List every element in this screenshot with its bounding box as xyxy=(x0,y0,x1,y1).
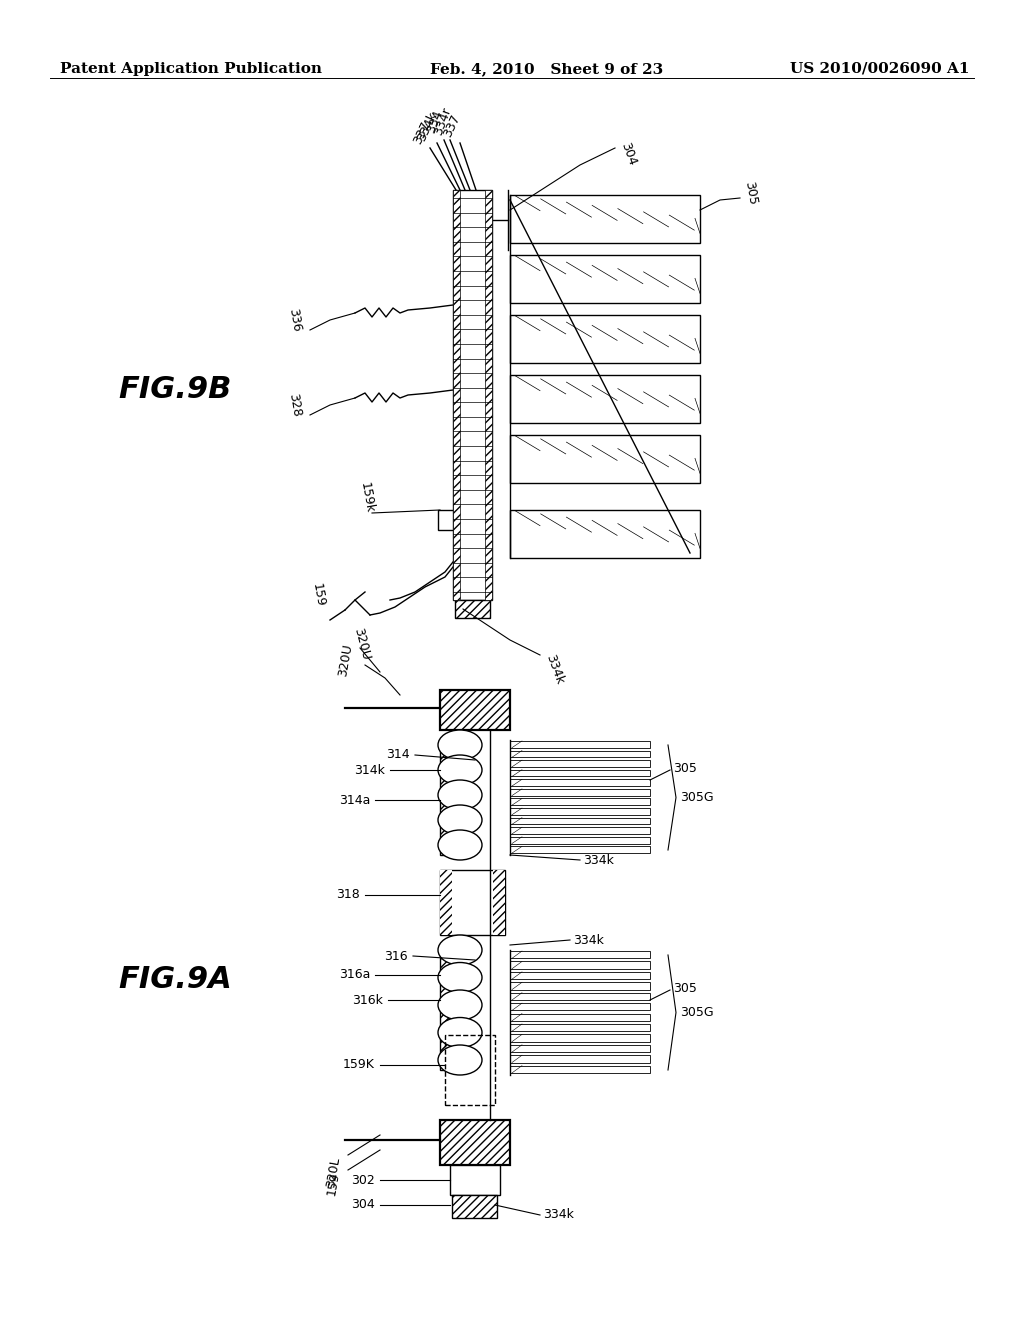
Text: 334k: 334k xyxy=(543,652,566,686)
Text: 314k: 314k xyxy=(354,763,385,776)
Bar xyxy=(438,510,453,531)
Bar xyxy=(510,510,700,558)
Text: 316a: 316a xyxy=(339,969,370,982)
Bar xyxy=(510,950,650,958)
Text: 336: 336 xyxy=(286,308,303,333)
Ellipse shape xyxy=(438,730,482,760)
Text: 305: 305 xyxy=(673,762,697,775)
Text: FIG.9B: FIG.9B xyxy=(119,375,231,404)
Text: 334k: 334k xyxy=(573,933,604,946)
Ellipse shape xyxy=(438,780,482,810)
Bar xyxy=(510,741,650,747)
Bar xyxy=(510,1035,650,1041)
Text: 334k: 334k xyxy=(583,854,613,866)
Bar xyxy=(440,950,458,1071)
Text: 305: 305 xyxy=(673,982,697,994)
Bar xyxy=(510,375,700,422)
Ellipse shape xyxy=(438,962,482,993)
Text: 334k: 334k xyxy=(543,1209,573,1221)
Bar xyxy=(510,982,650,990)
Text: 320U: 320U xyxy=(337,643,355,677)
Bar xyxy=(510,1024,650,1031)
Bar xyxy=(510,1014,650,1020)
Bar xyxy=(440,741,458,855)
Text: Feb. 4, 2010   Sheet 9 of 23: Feb. 4, 2010 Sheet 9 of 23 xyxy=(430,62,664,77)
Text: US 2010/0026090 A1: US 2010/0026090 A1 xyxy=(791,62,970,77)
Text: 316k: 316k xyxy=(352,994,383,1006)
Bar xyxy=(510,789,650,796)
Text: 302: 302 xyxy=(351,1173,375,1187)
Bar xyxy=(510,195,700,243)
Bar xyxy=(510,1045,650,1052)
Text: 316: 316 xyxy=(384,949,408,962)
Bar xyxy=(493,870,505,935)
Text: 314a: 314a xyxy=(339,793,370,807)
Bar xyxy=(510,436,700,483)
Text: 305G: 305G xyxy=(680,791,714,804)
Bar xyxy=(510,972,650,979)
Bar xyxy=(445,1035,495,1105)
Bar xyxy=(440,870,452,935)
Ellipse shape xyxy=(438,805,482,836)
Text: 318: 318 xyxy=(336,888,360,902)
Text: 337: 337 xyxy=(412,120,433,147)
Bar xyxy=(453,190,460,601)
Bar xyxy=(510,828,650,834)
Bar xyxy=(440,690,510,730)
Bar xyxy=(510,961,650,969)
Text: 305: 305 xyxy=(742,181,759,206)
Bar xyxy=(510,1055,650,1063)
Text: 159: 159 xyxy=(309,582,327,609)
Bar xyxy=(510,315,700,363)
Bar xyxy=(510,1065,650,1073)
Text: Patent Application Publication: Patent Application Publication xyxy=(60,62,322,77)
Text: 159: 159 xyxy=(325,1171,342,1196)
Text: 304: 304 xyxy=(618,140,638,168)
Text: 314: 314 xyxy=(386,748,410,762)
Bar xyxy=(455,601,490,618)
Text: 305G: 305G xyxy=(680,1006,714,1019)
Bar xyxy=(450,1166,500,1195)
Ellipse shape xyxy=(438,830,482,861)
Ellipse shape xyxy=(438,1018,482,1048)
Ellipse shape xyxy=(438,1045,482,1074)
Bar xyxy=(440,870,505,935)
Text: 334r: 334r xyxy=(432,106,454,137)
Bar xyxy=(510,808,650,814)
Text: 320L: 320L xyxy=(324,1156,342,1188)
Ellipse shape xyxy=(438,990,482,1020)
Text: 320U: 320U xyxy=(351,627,373,663)
Bar xyxy=(485,190,492,601)
Text: 159K: 159K xyxy=(343,1059,375,1072)
Text: FIG.9A: FIG.9A xyxy=(118,965,231,994)
Text: 334k: 334k xyxy=(415,110,439,143)
Ellipse shape xyxy=(438,755,482,785)
Bar xyxy=(510,1003,650,1010)
Bar xyxy=(510,770,650,776)
Text: 328: 328 xyxy=(286,392,303,418)
Text: 159k: 159k xyxy=(358,482,377,513)
Bar xyxy=(510,255,700,304)
Bar xyxy=(452,1195,497,1218)
Bar xyxy=(510,760,650,767)
Bar xyxy=(510,799,650,805)
Bar xyxy=(510,993,650,1001)
Text: 337: 337 xyxy=(441,112,463,140)
Bar xyxy=(453,190,492,601)
Ellipse shape xyxy=(438,935,482,965)
Bar xyxy=(510,817,650,824)
Bar xyxy=(510,837,650,843)
Bar xyxy=(510,846,650,853)
Bar xyxy=(440,1119,510,1166)
Bar xyxy=(510,751,650,758)
Text: 304: 304 xyxy=(351,1199,375,1212)
Text: 334: 334 xyxy=(425,108,445,135)
Bar xyxy=(510,779,650,785)
